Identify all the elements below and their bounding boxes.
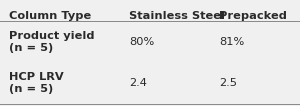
Text: Stainless Steel: Stainless Steel: [129, 11, 225, 21]
Text: 80%: 80%: [129, 37, 154, 47]
Text: Product yield
(n = 5): Product yield (n = 5): [9, 31, 95, 53]
Text: 81%: 81%: [219, 37, 244, 47]
Text: 2.5: 2.5: [219, 78, 237, 88]
Text: Prepacked: Prepacked: [219, 11, 287, 21]
Text: HCP LRV
(n = 5): HCP LRV (n = 5): [9, 72, 64, 94]
Text: 2.4: 2.4: [129, 78, 147, 88]
Text: Column Type: Column Type: [9, 11, 91, 21]
